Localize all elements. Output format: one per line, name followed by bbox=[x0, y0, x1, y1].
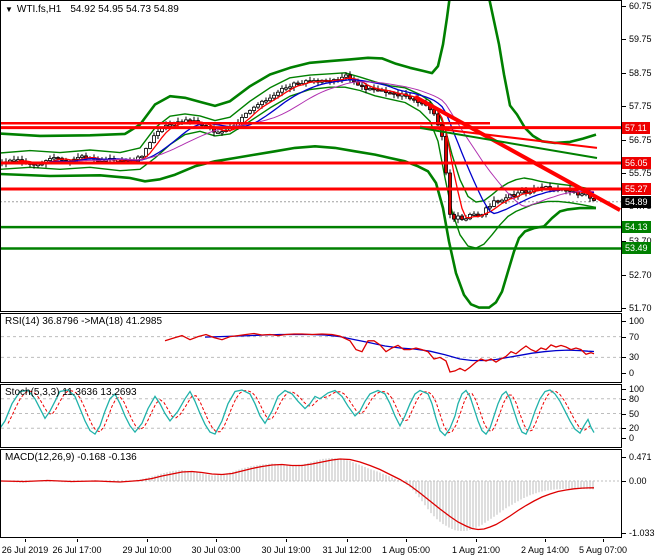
time-tick-mark bbox=[347, 539, 348, 542]
panel-border bbox=[0, 449, 622, 538]
panel-border bbox=[0, 313, 622, 383]
time-tick-mark bbox=[406, 539, 407, 542]
macd-tick-label-mark bbox=[622, 533, 626, 534]
rsi-tick-label-mark bbox=[622, 357, 626, 358]
price-axis[interactable]: 60.7559.7558.7557.7556.7555.7554.7553.70… bbox=[622, 0, 660, 539]
price-tick-label: 59.75 bbox=[629, 34, 652, 44]
rsi-tick-label: 100 bbox=[629, 316, 645, 326]
price-tick-label-mark bbox=[622, 6, 626, 7]
stochastic-indicator-panel[interactable] bbox=[0, 384, 622, 448]
time-tick-label: 26 Jul 17:00 bbox=[52, 545, 102, 555]
time-tick-label: 5 Aug 07:00 bbox=[578, 545, 628, 555]
price-tick-label: 60.75 bbox=[629, 1, 652, 11]
macd-label: MACD(12,26,9) -0.168 -0.136 bbox=[5, 452, 137, 463]
rsi-tick-label: 30 bbox=[629, 352, 640, 362]
rsi-main-line bbox=[164, 332, 595, 373]
stoch-tick-label: 20 bbox=[629, 423, 640, 433]
ohlc-values: 54.92 54.95 54.73 54.89 bbox=[70, 4, 179, 15]
trend-line bbox=[419, 126, 598, 159]
time-axis[interactable]: 26 Jul 2019 26 Jul 17:00 29 Jul 10:00 30 Ju… bbox=[0, 539, 660, 560]
time-tick-label: 29 Jul 10:00 bbox=[122, 545, 172, 555]
trend-line bbox=[419, 125, 598, 149]
price-badge-53.49: 53.49 bbox=[622, 242, 651, 254]
price-tick-label: 56.75 bbox=[629, 135, 652, 145]
ma-slow-line bbox=[77, 81, 595, 208]
price-tick-label: 57.75 bbox=[629, 101, 652, 111]
stoch-tick-label-mark bbox=[622, 399, 626, 400]
macd-tick-label-mark bbox=[622, 481, 626, 482]
price-tick-label-mark bbox=[622, 106, 626, 107]
time-tick-label: 30 Jul 19:00 bbox=[261, 545, 311, 555]
bollinger-narrow-upper-line bbox=[0, 72, 597, 203]
time-tick-mark bbox=[545, 539, 546, 542]
panel-border bbox=[0, 0, 622, 312]
price-badge-54.89: 54.89 bbox=[622, 196, 651, 208]
bollinger-wide-upper-line bbox=[0, 0, 597, 145]
price-badge-54.13: 54.13 bbox=[622, 221, 651, 233]
time-tick-mark bbox=[25, 539, 26, 542]
stoch-main-line bbox=[0, 389, 595, 437]
price-tick-label-mark bbox=[622, 73, 626, 74]
time-tick-mark bbox=[603, 539, 604, 542]
time-tick-label: 1 Aug 05:00 bbox=[381, 545, 431, 555]
stoch-tick-label-mark bbox=[622, 414, 626, 415]
price-tick-label-mark bbox=[622, 308, 626, 309]
time-tick-mark bbox=[476, 539, 477, 542]
stoch-tick-label: 80 bbox=[629, 394, 640, 404]
time-tick-mark bbox=[77, 539, 78, 542]
bollinger-wide-lower-line bbox=[0, 145, 596, 309]
rsi-tick-label-mark bbox=[622, 337, 626, 338]
chart-background bbox=[0, 0, 622, 312]
trend-line bbox=[414, 95, 621, 212]
price-tick-label-mark bbox=[622, 275, 626, 276]
macd-tick-label: 0.00 bbox=[629, 476, 647, 486]
macd-tick-label: -1.033 bbox=[629, 528, 655, 538]
rsi-tick-label-mark bbox=[622, 373, 626, 374]
price-tick-label-mark bbox=[622, 241, 626, 242]
stoch-tick-label: 0 bbox=[629, 433, 635, 443]
price-tick-label: 53.70 bbox=[629, 236, 652, 246]
price-tick-label: 51.70 bbox=[629, 303, 652, 313]
price-badge-56.05: 56.05 bbox=[622, 157, 651, 169]
rsi-label: RSI(14) 36.8796 ->MA(18) 41.2985 bbox=[5, 316, 163, 327]
price-badge-57.11: 57.11 bbox=[622, 122, 650, 134]
symbol-marker-icon[interactable]: ▼ bbox=[5, 5, 13, 14]
stoch-tick-label: 50 bbox=[629, 409, 640, 419]
rsi-indicator-panel[interactable] bbox=[0, 313, 622, 383]
macd-tick-label: 0.471 bbox=[629, 452, 652, 462]
symbol-period-label: WTI.fs,H1 bbox=[16, 4, 62, 15]
chart-title: ▼ WTI.fs,H1 54.92 54.95 54.73 54.89 bbox=[5, 4, 179, 15]
time-tick-label: 31 Jul 12:00 bbox=[322, 545, 372, 555]
main-price-chart[interactable] bbox=[0, 0, 622, 312]
rsi-tick-label: 70 bbox=[629, 332, 640, 342]
time-tick-mark bbox=[216, 539, 217, 542]
price-tick-label-mark bbox=[622, 140, 626, 141]
price-tick-label-mark bbox=[622, 173, 626, 174]
macd-indicator-panel[interactable] bbox=[0, 449, 622, 538]
stoch-tick-label-mark bbox=[622, 438, 626, 439]
time-tick-label: 26 Jul 2019 bbox=[1, 545, 49, 555]
time-tick-label: 1 Aug 21:00 bbox=[451, 545, 501, 555]
stoch-tick-label-mark bbox=[622, 389, 626, 390]
time-tick-label: 2 Aug 14:00 bbox=[520, 545, 570, 555]
rsi-tick-label: 0 bbox=[629, 368, 635, 378]
time-tick-mark bbox=[147, 539, 148, 542]
stoch-tick-label: 100 bbox=[629, 384, 645, 394]
price-badge-55.27: 55.27 bbox=[622, 183, 651, 195]
price-tick-label: 58.75 bbox=[629, 68, 652, 78]
rsi-tick-label-mark bbox=[622, 321, 626, 322]
rsi-background bbox=[0, 313, 622, 383]
time-tick-mark bbox=[286, 539, 287, 542]
price-tick-label: 55.75 bbox=[629, 168, 652, 178]
stoch-label: Stoch(5,3,3) 11.3636 13.2693 bbox=[5, 387, 137, 398]
panel-border bbox=[0, 384, 622, 448]
price-tick-label-mark bbox=[622, 39, 626, 40]
stoch-tick-label-mark bbox=[622, 428, 626, 429]
time-tick-label: 30 Jul 03:00 bbox=[191, 545, 241, 555]
macd-signal-line bbox=[0, 458, 595, 531]
price-tick-label: 52.70 bbox=[629, 270, 652, 280]
macd-tick-label-mark bbox=[622, 457, 626, 458]
